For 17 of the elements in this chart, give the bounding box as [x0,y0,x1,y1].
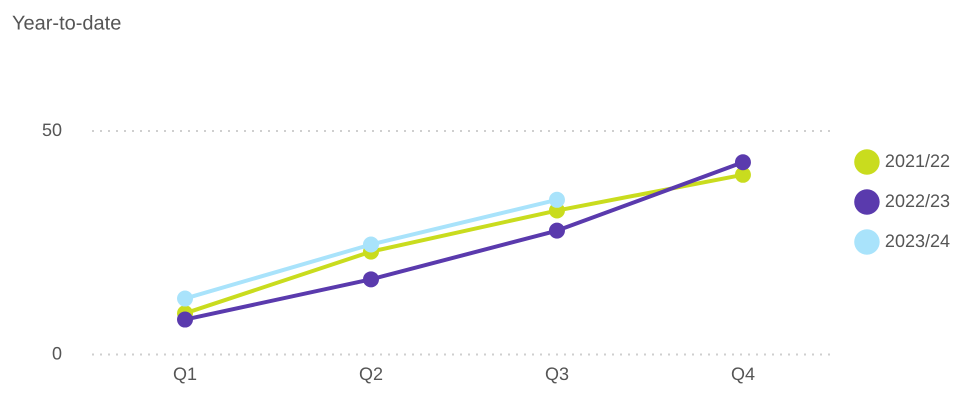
y-tick-label: 50 [42,120,62,140]
point [362,271,379,288]
point [548,222,565,239]
y-tick-label: 0 [52,343,62,364]
point [177,290,194,307]
point [177,312,194,328]
point [734,154,751,170]
legend-label: 2023/24 [884,230,950,251]
x-tick-label: Q2 [358,364,383,384]
point [548,192,565,208]
legend-label: 2022/23 [884,190,950,211]
x-tick-label: Q3 [544,364,569,384]
chart-title: Year-to-date [12,12,122,35]
x-tick-label: Q4 [730,364,755,384]
x-tick-label: Q1 [173,364,198,384]
legend-label: 2021/22 [884,150,950,171]
point [362,236,379,252]
